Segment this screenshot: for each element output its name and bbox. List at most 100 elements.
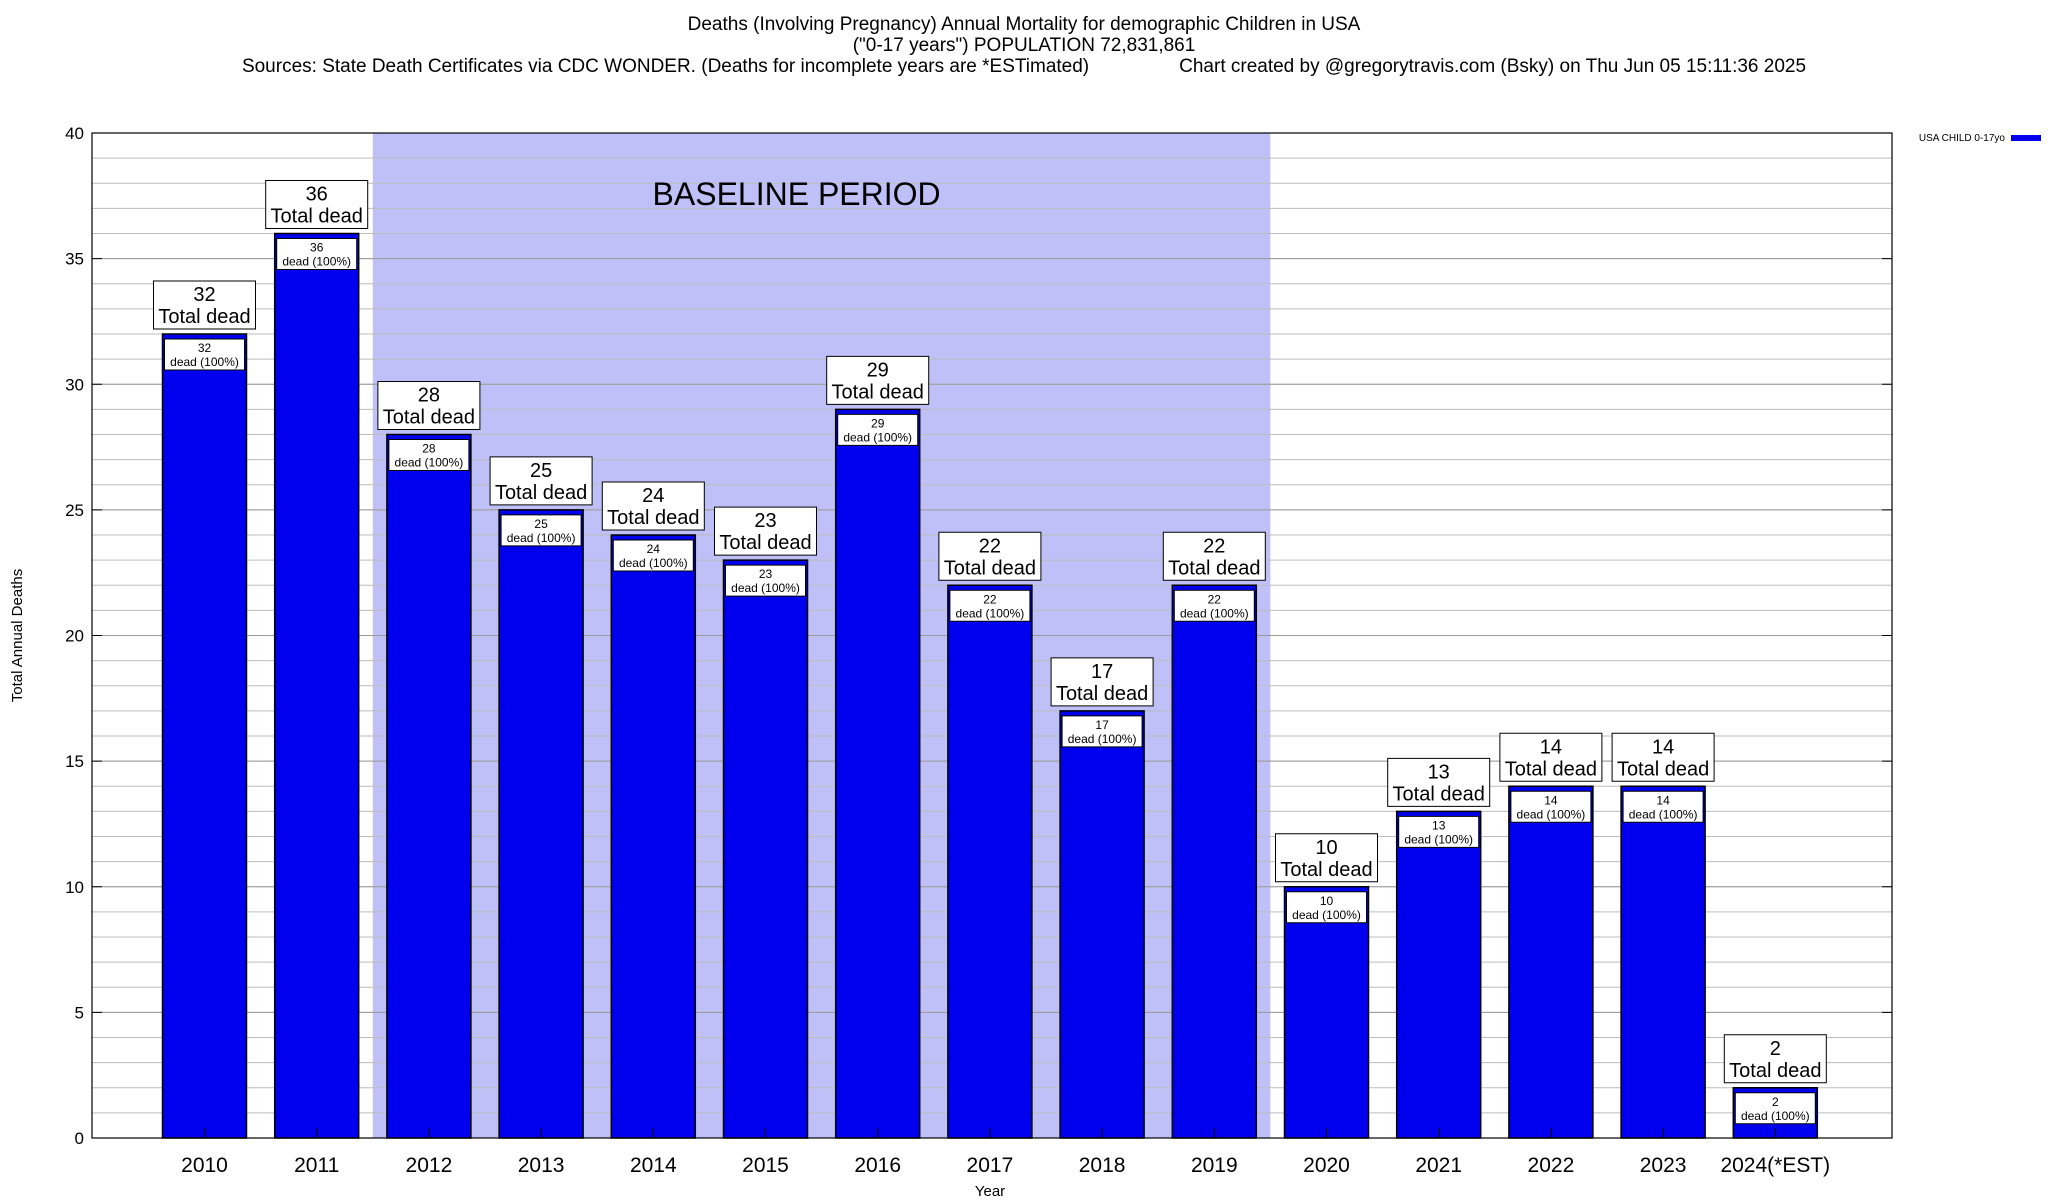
bar-total-value: 25 [530,460,552,482]
bar [947,584,1033,1139]
bar-total-label: Total dead [383,407,475,429]
bar-inner-label-box [164,338,245,371]
bar-total-label: Total dead [1056,683,1148,705]
bar-total-label: Total dead [1280,859,1372,881]
bar [1620,785,1706,1139]
bar-total-value: 28 [418,385,440,407]
bar-inner-percent: dead (100%) [1629,807,1698,821]
bar-inner-value: 25 [534,517,548,531]
y-tick-label: 20 [65,627,84,646]
legend-swatch [2011,135,2041,141]
bar-total-value: 22 [1203,535,1225,557]
bar-inner-percent: dead (100%) [282,255,351,269]
bar [722,559,809,1139]
bar-inner-value: 22 [1208,592,1222,606]
bar-inner-percent: dead (100%) [1068,732,1137,746]
x-tick-label: 2020 [1303,1154,1350,1177]
y-axis-title: Total Annual Deaths [9,569,26,702]
bar-inner-percent: dead (100%) [1404,832,1473,846]
bar-inner-value: 22 [983,592,997,606]
bar-inner-value: 32 [198,341,212,355]
bar-inner-percent: dead (100%) [731,581,800,595]
bar-total-label-box [265,180,369,229]
bar [161,333,248,1139]
bar-inner-value: 13 [1432,818,1446,832]
bar-inner-value: 14 [1656,793,1670,807]
bar-total-label-box [1611,732,1715,782]
baseline-period-label: BASELINE PERIOD [653,176,941,212]
bar-inner-value: 29 [871,416,885,430]
bar-total-label-box [1275,833,1378,883]
bar-inner-value: 24 [647,542,661,556]
bar-total-label: Total dead [495,482,587,504]
bar-total-label-box [377,381,481,430]
y-tick-label: 30 [65,375,84,394]
x-tick-label: 2013 [518,1154,565,1177]
bar-inner-label-box [1061,715,1143,748]
bar-total-label: Total dead [832,381,924,403]
bar-total-label: Total dead [1617,758,1709,780]
x-tick-label: 2017 [967,1154,1014,1177]
bar-total-value: 10 [1315,837,1337,859]
chart-title: Deaths (Involving Pregnancy) Annual Mort… [687,14,1361,35]
x-tick-label: 2023 [1640,1154,1687,1177]
bar-total-label-box [153,280,256,330]
bar-total-label: Total dead [607,507,699,529]
bar [1171,584,1258,1139]
bar-total-label: Total dead [158,306,250,328]
bar-inner-value: 10 [1320,894,1334,908]
x-tick-label: 2016 [854,1154,901,1177]
bar-inner-percent: dead (100%) [843,430,912,444]
bar [386,433,472,1139]
bar-total-value: 2 [1770,1038,1781,1060]
chart-credit: Chart created by @gregorytravis.com (Bsk… [1179,56,1807,77]
x-tick-label: 2010 [181,1154,228,1177]
bar-inner-label-box [612,539,694,572]
bar-inner-label-box [1622,790,1704,823]
bar-inner-value: 23 [759,567,773,581]
y-tick-label: 40 [65,124,84,143]
bar-total-label: Total dead [1729,1060,1821,1082]
chart-sources: Sources: State Death Certificates via CD… [241,56,1090,77]
bar-total-value: 14 [1540,736,1562,758]
y-tick-label: 35 [65,250,84,269]
bar-total-label: Total dead [271,206,363,228]
bar-inner-percent: dead (100%) [1741,1109,1810,1123]
bar-inner-percent: dead (100%) [619,556,688,570]
bar-total-label-box [1162,531,1266,581]
bar-total-label: Total dead [1168,557,1260,579]
bar-inner-label-box [388,439,470,471]
bar [1508,785,1594,1139]
bar-inner-label-box [949,589,1031,622]
x-tick-label: 2022 [1528,1154,1575,1177]
bar [498,509,584,1139]
bar-inner-percent: dead (100%) [170,355,239,369]
bar-total-value: 17 [1091,661,1113,683]
bar-total-value: 22 [979,535,1001,557]
legend-label: USA CHILD 0-17yo [1919,133,2006,144]
bar-inner-label-box [1734,1092,1816,1125]
x-tick-label: 2021 [1415,1154,1462,1177]
bar-total-label-box [938,531,1042,581]
y-tick-label: 15 [65,752,84,771]
bar-inner-label-box [1510,790,1592,823]
bar-inner-label-box [725,564,806,597]
y-tick-label: 0 [75,1129,84,1148]
bar-total-value: 32 [193,284,215,306]
bar-total-label: Total dead [944,557,1036,579]
bar [1395,810,1482,1139]
bar-total-value: 29 [867,359,889,381]
bar-total-value: 23 [754,510,776,532]
bar-inner-percent: dead (100%) [1292,908,1361,922]
bar-total-label-box [1723,1034,1827,1084]
x-tick-label: 2011 [294,1154,339,1177]
bar-total-label-box [714,506,817,556]
plot-frame [91,132,1893,1139]
bar-inner-percent: dead (100%) [956,606,1025,620]
bar-inner-percent: dead (100%) [507,531,576,545]
bar-inner-percent: dead (100%) [1517,807,1586,821]
x-tick-label: 2024(*EST) [1720,1154,1830,1177]
bar-total-label-box [826,355,930,405]
y-tick-label: 10 [65,878,84,897]
